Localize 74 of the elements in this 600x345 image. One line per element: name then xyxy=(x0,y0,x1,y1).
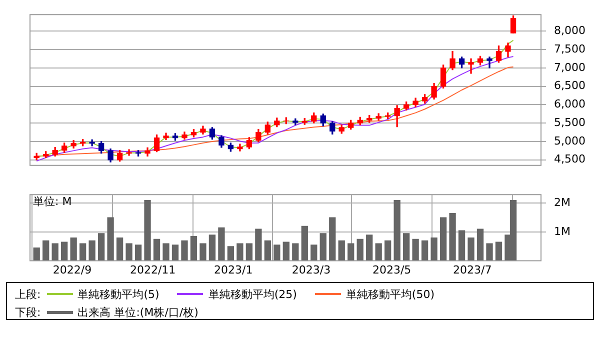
bar xyxy=(181,240,188,261)
x-tick-label: 2022/9 xyxy=(52,263,92,276)
x-tick-label: 2023/3 xyxy=(292,263,331,276)
x-tick-label: 2022/11 xyxy=(130,263,176,276)
bar xyxy=(310,244,318,261)
legend-label: 単純移動平均(25) xyxy=(208,286,297,302)
bar xyxy=(282,242,290,261)
x-tick-label: 2023/1 xyxy=(214,263,253,276)
bar xyxy=(190,236,198,261)
y-tick-label: 7,500 xyxy=(554,42,586,56)
bar xyxy=(162,243,170,261)
y-tick-label: 6,000 xyxy=(554,98,586,111)
bar xyxy=(79,243,86,261)
bar xyxy=(144,200,151,261)
bar xyxy=(320,233,326,261)
legend-label: 単純移動平均(5) xyxy=(78,286,160,302)
y-tick-label: 6,500 xyxy=(554,79,586,92)
bar xyxy=(126,243,132,261)
x-tick-label: 2023/5 xyxy=(372,263,412,276)
bar xyxy=(301,226,308,261)
bar xyxy=(61,242,68,261)
y-tick-label: 1M xyxy=(554,224,570,238)
bar xyxy=(218,227,225,261)
bar xyxy=(70,237,77,261)
bar xyxy=(476,228,484,261)
bar xyxy=(458,230,466,261)
annotation: 単位: M xyxy=(33,194,72,208)
bar xyxy=(236,243,244,261)
bar xyxy=(52,243,58,261)
y-tick-label: 8,000 xyxy=(554,24,586,38)
bar xyxy=(274,244,280,261)
y-tick-label: 2M xyxy=(554,196,570,210)
bar xyxy=(412,238,419,261)
bar xyxy=(134,244,142,261)
y-tick-label: 5,500 xyxy=(554,116,586,129)
bar xyxy=(402,233,410,261)
bar xyxy=(88,240,96,261)
bar xyxy=(33,248,40,261)
bar xyxy=(486,243,493,261)
x-tick-label: 2023/7 xyxy=(452,263,492,276)
legend-title: 下段: xyxy=(15,304,41,320)
bar xyxy=(338,240,345,261)
bar xyxy=(172,244,179,261)
bar xyxy=(430,237,438,261)
bar xyxy=(348,243,354,261)
bar xyxy=(366,234,373,261)
bar xyxy=(264,240,272,261)
bar xyxy=(449,212,456,261)
bar xyxy=(356,238,364,261)
bar xyxy=(384,240,392,261)
legend-title: 上段: xyxy=(15,286,41,302)
bar xyxy=(227,246,234,261)
legend-label: 出来高 単位:(M株/口/枚) xyxy=(78,304,198,320)
bar xyxy=(421,240,428,261)
bar xyxy=(468,237,474,261)
bar xyxy=(495,242,502,261)
bar xyxy=(329,217,336,261)
y-tick-label: 4,500 xyxy=(554,152,586,166)
bar xyxy=(394,200,400,261)
bar xyxy=(208,234,216,261)
bar xyxy=(440,217,447,261)
y-tick-label: 7,000 xyxy=(554,60,586,74)
legend-label: 単純移動平均(50) xyxy=(346,286,434,302)
bar xyxy=(375,243,382,261)
bar xyxy=(153,238,160,261)
bar xyxy=(107,217,114,261)
bar xyxy=(292,243,299,261)
bar xyxy=(246,243,253,261)
bar xyxy=(42,240,50,261)
bar xyxy=(255,228,262,261)
bar xyxy=(98,233,105,261)
bar xyxy=(116,237,124,261)
y-tick-label: 5,000 xyxy=(554,134,586,148)
bar xyxy=(200,243,206,261)
